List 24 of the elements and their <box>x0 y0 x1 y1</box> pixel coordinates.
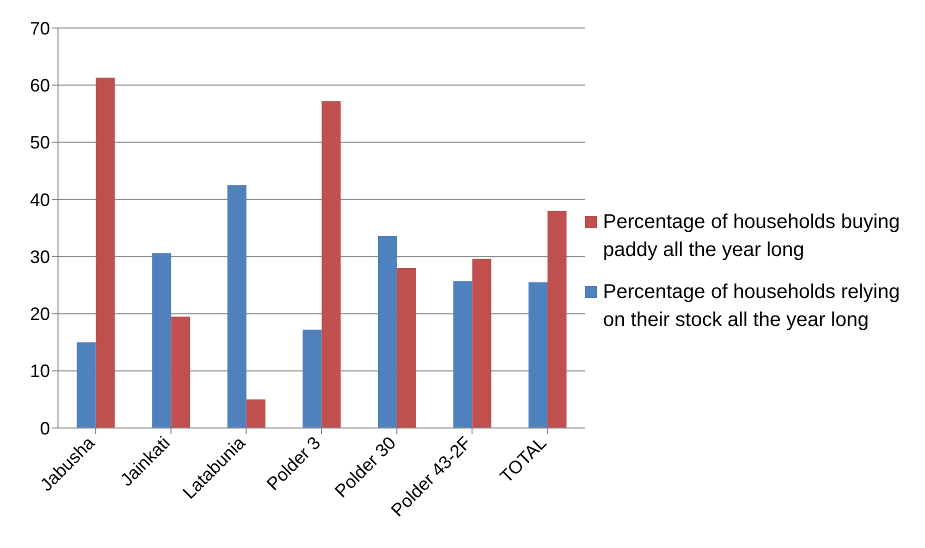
legend-label: Percentage of households relying on their stock all the year long <box>603 280 901 333</box>
y-tick-label: 70 <box>30 18 50 38</box>
y-tick-label: 50 <box>30 132 50 153</box>
bar <box>152 253 172 428</box>
bar <box>302 330 322 428</box>
bar <box>96 78 115 428</box>
bar <box>378 236 397 428</box>
y-tick-label: 0 <box>40 418 50 438</box>
bar <box>246 399 266 428</box>
y-tick-label: 20 <box>30 304 50 324</box>
bar <box>528 282 548 428</box>
bar <box>472 258 492 428</box>
bar <box>227 185 246 428</box>
legend-label: Percentage of households buying paddy all the year long <box>603 210 901 263</box>
y-tick-label: 60 <box>30 76 50 96</box>
y-tick-label: 30 <box>30 246 50 267</box>
bar <box>548 210 567 428</box>
bar <box>76 342 96 428</box>
bar <box>171 316 190 428</box>
y-tick-label: 10 <box>30 361 50 382</box>
bar <box>453 281 472 428</box>
bar <box>396 268 416 428</box>
y-tick-label: 40 <box>30 190 50 210</box>
bar <box>322 101 341 428</box>
